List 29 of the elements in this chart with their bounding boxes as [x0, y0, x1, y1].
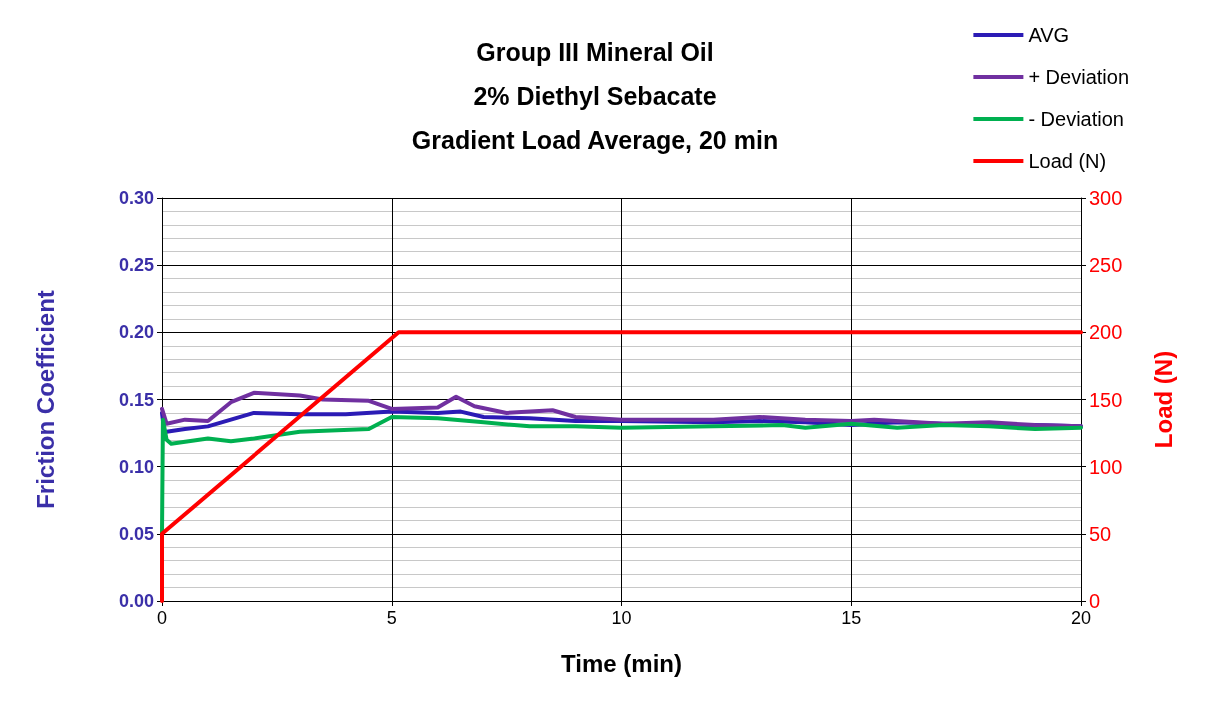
y2-axis-title: Load (N) [1149, 350, 1177, 449]
line-series [160, 390, 1083, 429]
x-tick-label: 10 [611, 608, 632, 628]
y-tick-label: 0.10 [118, 456, 154, 477]
x-tick-label: 5 [386, 608, 397, 628]
y-tick-label: 0.00 [118, 591, 154, 611]
legend-label: - Deviation [1028, 108, 1124, 130]
y-axis-title: Friction Coefficient [31, 290, 59, 509]
legend-label: AVG [1028, 24, 1070, 46]
y2-tick-label: 100 [1089, 455, 1123, 478]
y-tick-label: 0.30 [118, 188, 154, 208]
x-tick-label: 0 [156, 608, 168, 628]
y2-tick-label: 250 [1089, 254, 1123, 277]
legend-label: Load (N) [1028, 150, 1107, 172]
y-tick-label: 0.05 [118, 523, 154, 544]
y-tick-label: 0.20 [118, 322, 154, 343]
legend-label: + Deviation [1028, 66, 1130, 88]
y-tick-label: 0.25 [118, 255, 154, 276]
line-series [160, 414, 1083, 536]
chart-title: Group III Mineral Oil 2% Diethyl Sebacate Gradient Load Average, 20 min [411, 38, 779, 154]
x-tick-label: 15 [841, 608, 862, 628]
x-tick-label: 20 [1070, 608, 1092, 628]
y2-tick-label: 0 [1089, 590, 1101, 612]
y2-tick-label: 50 [1089, 522, 1112, 545]
x-axis-title: Time (min) [561, 649, 682, 677]
y2-tick-label: 150 [1089, 388, 1123, 411]
y2-tick-label: 200 [1089, 321, 1123, 344]
y2-tick-label: 300 [1089, 187, 1123, 209]
y-tick-label: 0.15 [118, 389, 154, 410]
